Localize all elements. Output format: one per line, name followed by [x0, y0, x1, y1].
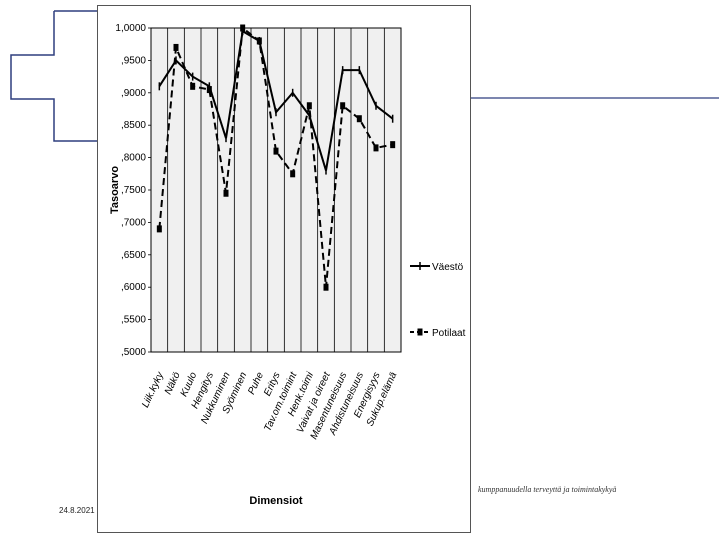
- chart-frame: ,5000 ,5500 ,6000 ,6500 ,7000 ,7500 ,8000 ,8500…: [97, 5, 471, 533]
- slide-footer-text: kumppanuudella terveyttä ja toimintakyky…: [478, 485, 617, 494]
- slide-date: 24.8.2021: [59, 506, 95, 515]
- y-axis-title: Tasoarvo: [109, 166, 121, 214]
- legend-label-2: Potilaat: [432, 328, 466, 339]
- y-tick-label: ,5500: [121, 315, 146, 326]
- y-tick-label: ,7000: [121, 217, 146, 228]
- series-2-point: [340, 102, 346, 110]
- series-2-point: [256, 37, 262, 45]
- x-axis-title: Dimensiot: [249, 495, 303, 507]
- series-2-point: [356, 115, 362, 123]
- series-2-point: [206, 86, 212, 94]
- x-tick-label: Liik.kyky: [140, 370, 166, 410]
- cross-shape: [10, 10, 99, 142]
- series-2-point: [223, 189, 229, 197]
- y-tick-label: ,6000: [121, 282, 146, 293]
- y-tick-label: 1,0000: [115, 23, 146, 34]
- series-2-point: [190, 82, 196, 90]
- legend-marker-2: [417, 328, 423, 336]
- series-2-point: [290, 170, 296, 178]
- series-2-point: [306, 102, 312, 110]
- series-2-point: [273, 147, 279, 155]
- y-tick-label: ,9000: [121, 88, 146, 99]
- y-tick-label: ,5000: [121, 347, 146, 358]
- series-2-point: [173, 43, 179, 51]
- legend-label-1: Väestö: [432, 262, 464, 273]
- line-chart: ,5000 ,5500 ,6000 ,6500 ,7000 ,7500 ,8000 ,8500…: [109, 23, 466, 507]
- y-tick-label: ,9500: [121, 55, 146, 66]
- series-2-point: [373, 144, 379, 152]
- series-2-point: [156, 225, 162, 233]
- series-2-point: [323, 283, 329, 291]
- series-2-point: [240, 24, 246, 32]
- y-tick-label: ,8000: [121, 153, 146, 164]
- plot-area: [150, 27, 402, 353]
- y-tick-label: ,6500: [121, 250, 146, 261]
- y-tick-label: ,7500: [121, 185, 146, 196]
- series-2-point: [390, 141, 396, 149]
- y-tick-label: ,8500: [121, 120, 146, 131]
